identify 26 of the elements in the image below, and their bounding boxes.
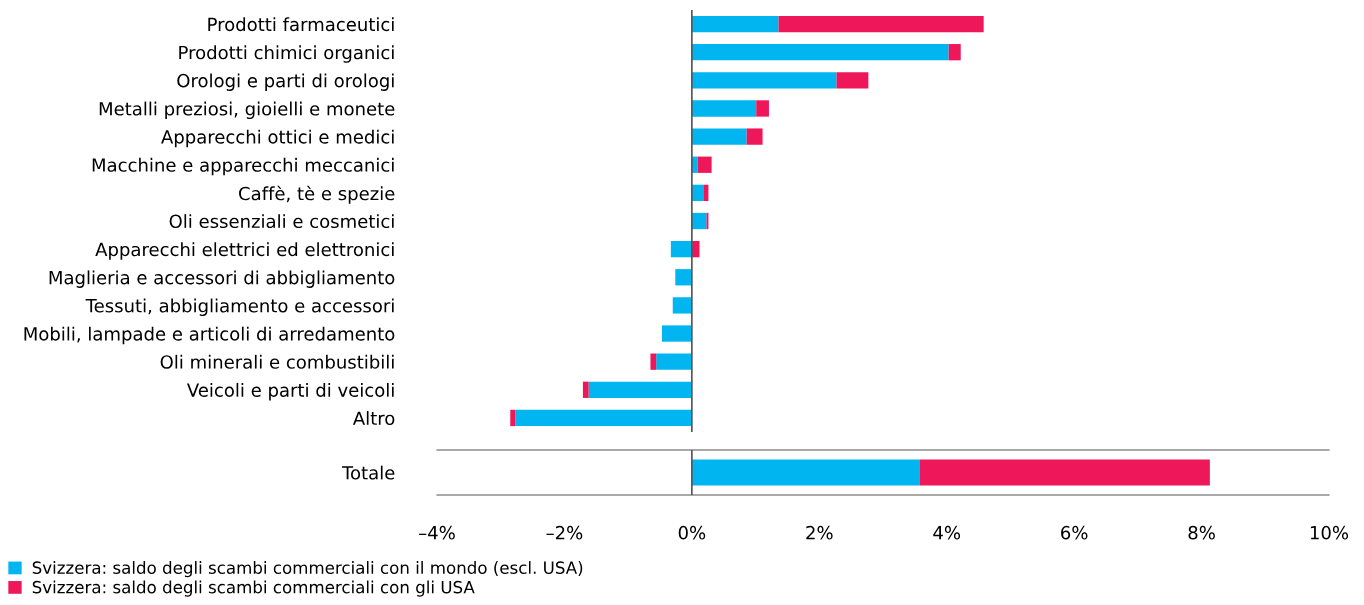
y-tick-label: Prodotti farmaceutici xyxy=(208,17,394,32)
y-tick-label: Metalli preziosi, gioielli e monete xyxy=(99,101,395,120)
y-tick-label: Apparecchi ottici e medici xyxy=(161,129,394,148)
y-tick-label: Oli minerali e combustibili xyxy=(160,354,394,369)
y-tick-label: Altro xyxy=(352,411,395,426)
x-tick-label: 4% xyxy=(933,525,961,540)
x-tick-label: 6% xyxy=(1061,525,1088,540)
x-tick-label: –4% xyxy=(419,525,455,540)
y-tick-label: Tessuti, abbigliamento e accessori xyxy=(85,298,394,317)
x-tick-label: 8% xyxy=(1188,525,1215,540)
x-tick-label: 0% xyxy=(678,525,706,540)
legend-label: Svizzera: saldo degli scambi commerciali con il mondo (escl. USA) xyxy=(32,561,583,578)
x-tick-label: 10% xyxy=(1310,525,1349,540)
y-tick-label: Maglieria e accessori di abbigliamento xyxy=(49,270,395,288)
y-tick-label: Macchine e apparecchi meccanici xyxy=(92,157,394,176)
y-tick-label: Apparecchi elettrici ed elettronici xyxy=(95,242,394,260)
y-tick-label: Mobili, lampade e articoli di arredamento xyxy=(24,326,395,345)
y-tick-label: Oli essenziali e cosmetici xyxy=(169,214,394,229)
y-tick-label: Prodotti chimici organici xyxy=(179,45,394,63)
y-tick-label: Veicoli e parti di veicoli xyxy=(186,382,394,401)
legend-label: Svizzera: saldo degli scambi commerciali con gli USA xyxy=(32,580,475,597)
x-tick-label: –2% xyxy=(546,525,583,540)
x-tick-label: 2% xyxy=(806,525,833,540)
y-tick-label: Caffè, tè e spezie xyxy=(239,185,395,204)
y-tick-label: Totale xyxy=(342,465,395,480)
y-tick-label: Orologi e parti di orologi xyxy=(177,73,394,91)
